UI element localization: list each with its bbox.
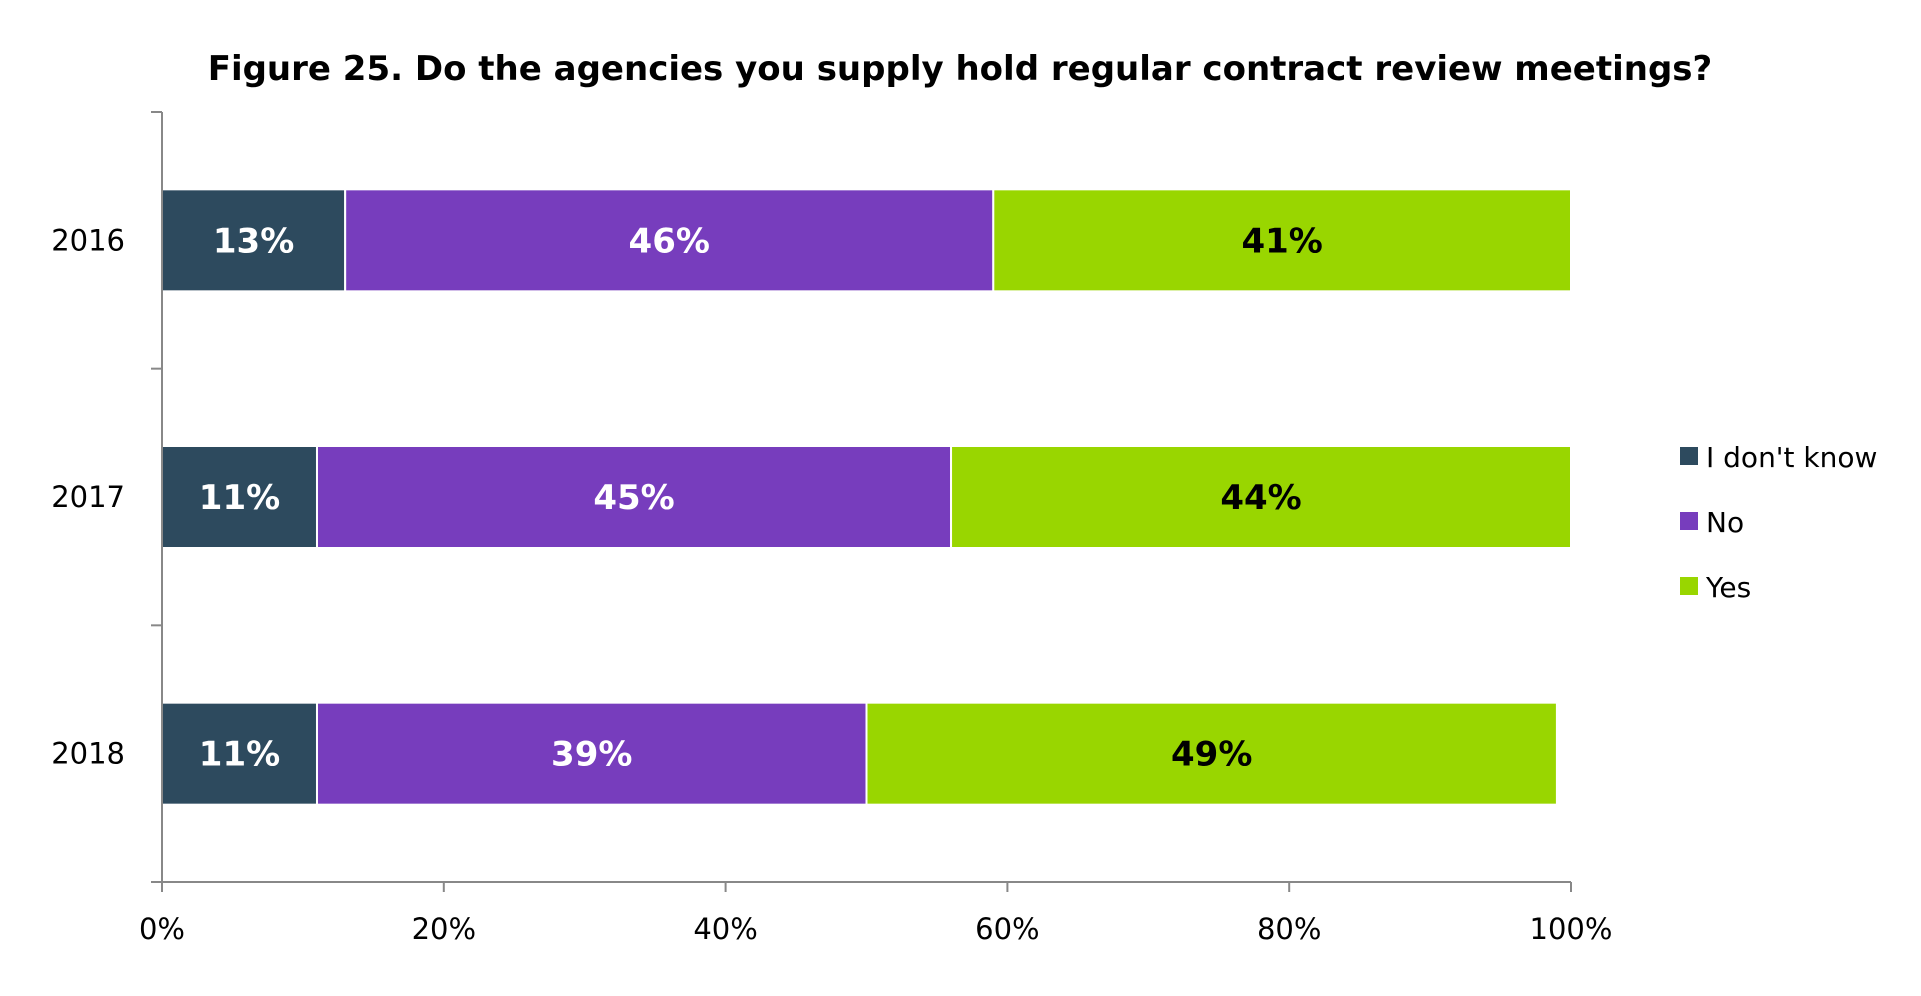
legend-label: I don't know [1706,441,1877,474]
chart-title: Figure 25. Do the agencies you supply ho… [208,49,1713,89]
category-label: 2017 [51,480,125,514]
bar-2018-no [315,701,868,806]
legend-label: Yes [1705,571,1751,604]
x-tick-label: 20% [412,912,476,946]
data-label: 39% [551,735,632,775]
axes-layer: 2016 2017 2018 0% 20% 40% 60% 80% 100% [51,111,1613,946]
data-label: 13% [213,221,294,261]
data-label: 44% [1220,478,1301,518]
legend: I don't know No Yes [1680,441,1877,604]
bar-2016-i-don-t-know [161,188,347,293]
bar-2016-no [344,188,995,293]
data-label: 45% [593,478,674,518]
legend-label: No [1706,506,1744,539]
x-tick-label: 40% [693,912,757,946]
data-label: 49% [1171,735,1252,775]
bars-layer: 13% 46% 41% 11% 45% 44% 11% 39% 49% [161,188,1572,806]
category-label: 2018 [51,737,125,771]
category-label: 2016 [51,223,125,257]
data-label: 41% [1241,221,1322,261]
x-tick-label: 60% [975,912,1039,946]
bar-2017-no [315,445,953,549]
bar-2017-yes [950,445,1572,549]
x-tick-label: 80% [1257,912,1321,946]
bar-2018-i-don-t-know [161,701,318,806]
data-label: 11% [199,735,280,775]
legend-swatch [1680,447,1698,465]
bar-2018-yes [865,701,1558,806]
legend-swatch [1680,577,1698,595]
data-label: 11% [199,478,280,518]
bar-2016-yes [992,188,1572,293]
legend-swatch [1680,512,1698,530]
x-tick-label: 0% [139,912,185,946]
x-tick-label: 100% [1530,912,1613,946]
data-label: 46% [629,221,710,261]
